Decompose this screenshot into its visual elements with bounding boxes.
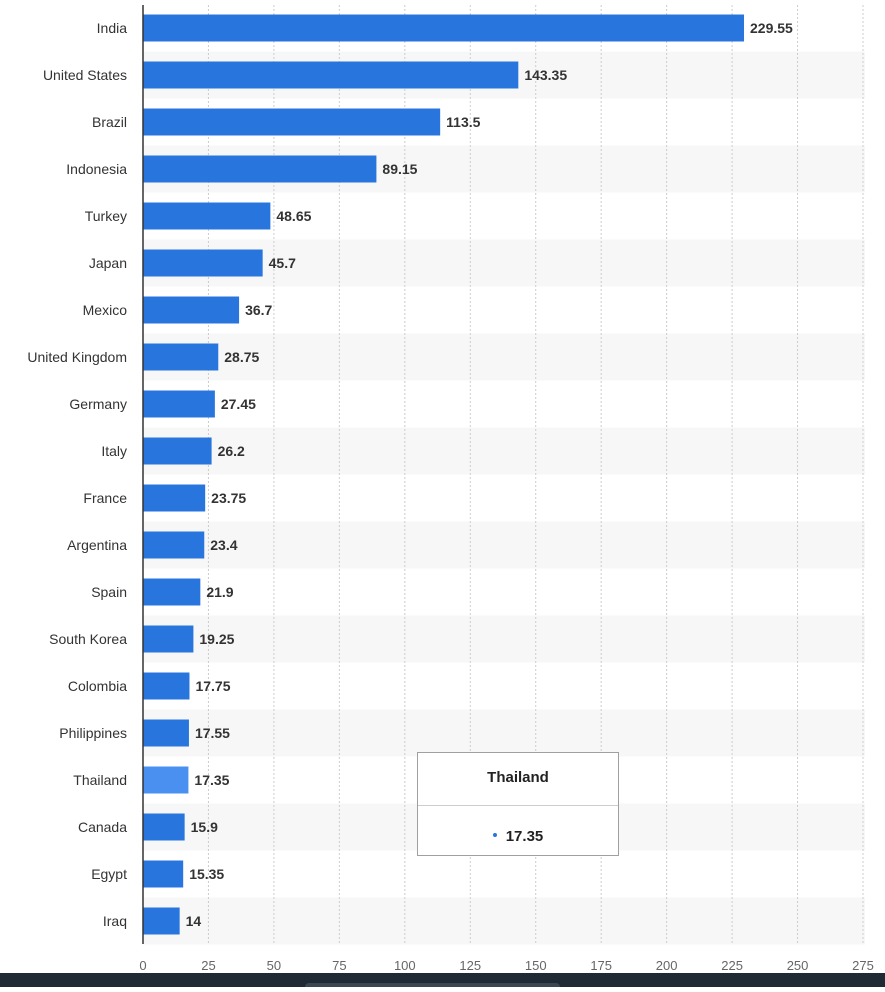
x-tick-label: 50 [267,958,281,973]
category-label: Germany [69,396,127,412]
value-label: 23.75 [211,490,246,506]
bar[interactable] [143,907,180,935]
bar[interactable] [143,625,194,653]
value-label: 23.4 [210,537,237,553]
row-band [143,239,865,287]
bar[interactable] [143,108,441,136]
bar[interactable] [143,61,519,89]
value-label: 17.35 [194,772,229,788]
tooltip-value: 17.35 [505,828,544,845]
tooltip-divider [418,805,618,806]
bar[interactable] [143,390,215,418]
tooltip-title: Thailand [487,769,549,786]
x-tick-label: 125 [459,958,481,973]
value-label: 89.15 [382,161,417,177]
bar[interactable] [143,202,271,230]
value-label: 48.65 [276,208,311,224]
x-tick-label: 150 [525,958,547,973]
bar[interactable] [143,296,240,324]
row-band [143,521,865,569]
bar[interactable] [143,766,189,794]
x-tick-label: 275 [852,958,874,973]
bar[interactable] [143,437,212,465]
bars [143,14,745,935]
bar[interactable] [143,14,745,42]
category-label: Italy [101,443,127,459]
value-label: 28.75 [224,349,259,365]
row-bands [143,51,865,945]
category-label: France [83,490,127,506]
category-label: Canada [78,819,127,835]
value-label: 15.9 [191,819,218,835]
value-label: 143.35 [524,67,567,83]
tooltip: Thailand 17.35 [417,752,619,856]
x-tick-label: 100 [394,958,416,973]
value-label: 15.35 [189,866,224,882]
value-label: 36.7 [245,302,272,318]
x-tick-label: 25 [201,958,215,973]
value-label: 21.9 [206,584,233,600]
value-label: 45.7 [269,255,296,271]
value-label: 27.45 [221,396,256,412]
row-band [143,333,865,381]
category-label: Spain [91,584,127,600]
x-tick-label: 250 [787,958,809,973]
category-label: Argentina [67,537,127,553]
value-label: 17.55 [195,725,230,741]
bar[interactable] [143,531,205,559]
category-label: Turkey [85,208,127,224]
bar[interactable] [143,484,206,512]
bar[interactable] [143,719,189,747]
bottom-bar [0,973,885,987]
category-label: India [97,20,128,36]
x-tick-label: 200 [656,958,678,973]
tooltip-bullet-icon [492,833,497,838]
category-label: United States [43,67,127,83]
row-band [143,427,865,475]
x-tick-label: 0 [139,958,146,973]
bar[interactable] [143,155,377,183]
category-label: Indonesia [66,161,127,177]
category-label: South Korea [49,631,127,647]
tooltip-value-row: 17.35 [418,828,618,845]
bar[interactable] [143,672,190,700]
bar[interactable] [143,860,184,888]
category-label: Colombia [68,678,127,694]
x-tick-label: 225 [721,958,743,973]
value-labels: 229.55 143.35 113.5 89.15 48.65 45.7 36.7 28.75… [186,20,793,929]
value-label: 17.75 [195,678,230,694]
bar[interactable] [143,343,219,371]
row-band [143,897,865,945]
x-tick-label: 75 [332,958,346,973]
category-label: Egypt [91,866,127,882]
category-label: Mexico [83,302,128,318]
x-tick-label: 175 [590,958,612,973]
category-labels: India United States Brazil Indonesia Turkey J… [27,20,127,929]
bottom-bar-tab [305,983,560,987]
value-label: 229.55 [750,20,793,36]
value-label: 14 [186,913,202,929]
category-label: Thailand [73,772,127,788]
x-axis-ticks: 0 25 50 75 100 125 150 175 200 225 250 275 [139,958,873,973]
category-label: Japan [89,255,127,271]
category-label: Philippines [59,725,127,741]
value-label: 113.5 [446,114,480,130]
bar[interactable] [143,813,185,841]
value-label: 26.2 [218,443,245,459]
bar[interactable] [143,249,263,277]
category-label: United Kingdom [27,349,127,365]
value-label: 19.25 [199,631,234,647]
category-label: Iraq [103,913,127,929]
category-label: Brazil [92,114,127,130]
row-band [143,709,865,757]
bar[interactable] [143,578,201,606]
row-band [143,615,865,663]
